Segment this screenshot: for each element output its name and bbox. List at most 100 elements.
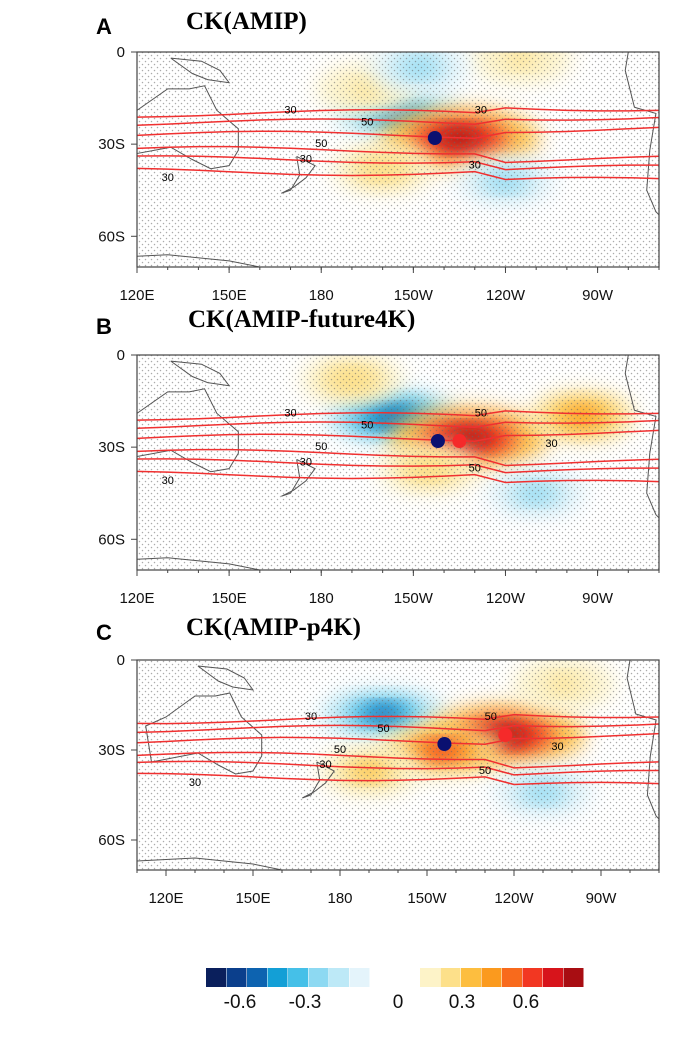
colorbar-swatch (502, 968, 522, 987)
jet-contour-line (137, 145, 659, 164)
contour-label: 50 (361, 420, 373, 432)
jet-contour-line (137, 732, 659, 746)
x-tick-label: 150W (394, 287, 434, 304)
colorbar-swatch (461, 968, 481, 987)
x-tick-label: 150W (394, 590, 434, 607)
contour-label: 30 (284, 407, 296, 419)
colorbar-swatch (226, 968, 247, 987)
y-tick-label: 60S (98, 531, 125, 548)
x-tick-label: 180 (309, 590, 334, 607)
jet-contour-line (137, 713, 659, 725)
colorbar-swatch (522, 968, 543, 987)
colorbar-label: 0 (393, 992, 404, 1013)
contour-label: 50 (377, 723, 389, 735)
panel-title-b: CK(AMIP-future4K) (188, 306, 416, 333)
plot-frame (136, 51, 660, 268)
y-tick-label: 0 (117, 652, 125, 669)
colorbar-swatch (206, 968, 226, 987)
coastline-antarctica (137, 857, 285, 870)
x-tick-label: 180 (309, 287, 334, 304)
coastline-south-america (624, 355, 659, 519)
marker-red-dot (452, 434, 467, 448)
contour-label: 30 (162, 475, 174, 487)
contour-label: 30 (300, 154, 312, 166)
panel-letter-b: B (96, 314, 112, 339)
contour-label: 30 (189, 777, 201, 789)
colorbar-label: 0.6 (513, 992, 539, 1013)
jet-contour-line (137, 760, 659, 776)
colorbar-swatch (308, 968, 329, 987)
x-tick-label: 180 (327, 890, 352, 907)
contour-label: 30 (284, 104, 296, 116)
panel-letter-a: A (96, 14, 112, 39)
coastline-new-guinea (197, 665, 255, 691)
jet-contour-line (137, 751, 659, 769)
plot-frame (136, 354, 660, 571)
x-tick-label: 150E (212, 590, 247, 607)
contour-label: 30 (551, 741, 563, 753)
coastline-antarctica (137, 254, 263, 267)
jet-contour-line (137, 448, 659, 467)
x-tick-label: 120W (494, 890, 534, 907)
jet-contour-line (137, 429, 659, 443)
contour-label: 30 (475, 104, 487, 116)
x-tick-label: 90W (586, 890, 618, 907)
x-tick-label: 150E (235, 890, 270, 907)
y-tick-label: 30S (98, 439, 125, 456)
coastline-south-america (624, 52, 659, 216)
colorbar-swatch (481, 968, 502, 987)
colorbar-label: -0.3 (289, 992, 322, 1013)
marker-navy-dot (437, 737, 452, 751)
contour-label: 30 (545, 438, 557, 450)
coastline-new-zealand (302, 761, 335, 799)
contour-label: 50 (485, 711, 497, 723)
jet-contour-line (137, 116, 659, 127)
contour-label: 50 (315, 441, 327, 453)
x-tick-label: 150E (212, 287, 247, 304)
coastline-new-zealand (281, 155, 316, 194)
colorbar-swatch (247, 968, 267, 987)
contour-label: 50 (361, 117, 373, 129)
colorbar-swatch (440, 968, 461, 987)
contour-label: 30 (319, 759, 331, 771)
x-tick-label: 90W (582, 590, 614, 607)
colorbar-label: -0.6 (224, 992, 257, 1013)
contour-label: 30 (162, 172, 174, 184)
colorbar-swatch (420, 968, 440, 987)
coastline-new-zealand (281, 458, 316, 497)
colorbar-swatch (563, 968, 584, 987)
jet-contour-line (137, 470, 659, 484)
coastline-new-guinea (170, 57, 231, 84)
jet-contour-line (137, 107, 659, 118)
contour-label: 50 (475, 407, 487, 419)
x-tick-label: 90W (582, 287, 614, 304)
x-tick-label: 120E (119, 590, 154, 607)
panel-title-a: CK(AMIP) (186, 8, 307, 35)
contour-label: 30 (469, 160, 481, 172)
x-tick-label: 120E (148, 890, 183, 907)
coastline-new-guinea (170, 360, 231, 387)
panel-letter-c: C (96, 620, 112, 645)
contour-label: 30 (300, 457, 312, 469)
coastline-antarctica (137, 557, 263, 570)
jet-contour-line (137, 772, 659, 786)
contour-label: 50 (334, 744, 346, 756)
x-tick-label: 120W (486, 590, 526, 607)
colorbar-label: 0.3 (449, 992, 475, 1013)
x-tick-label: 120E (119, 287, 154, 304)
contour-label: 50 (315, 138, 327, 150)
marker-red-dot (498, 728, 513, 742)
y-tick-label: 30S (98, 742, 125, 759)
y-tick-label: 0 (117, 347, 125, 364)
y-tick-label: 60S (98, 228, 125, 245)
panel-title-c: CK(AMIP-p4K) (186, 614, 361, 641)
colorbar-swatch (288, 968, 308, 987)
coastline-south-america (626, 660, 659, 820)
colorbar-swatch (349, 968, 370, 987)
